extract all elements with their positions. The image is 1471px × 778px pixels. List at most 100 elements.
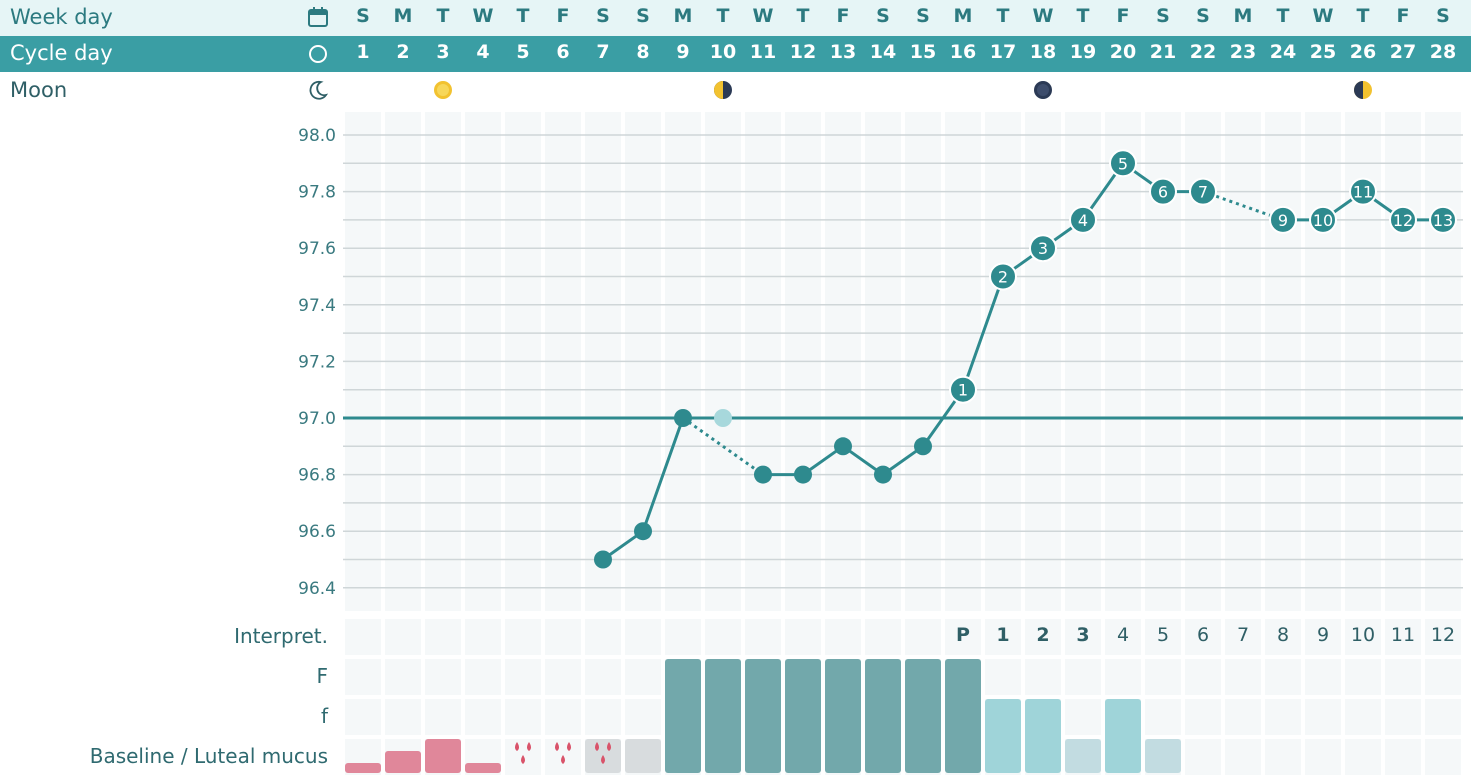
bottom-cell-bg <box>1025 619 1061 655</box>
crescent-moon-icon <box>309 80 329 100</box>
cycle-day-cell: 10 <box>709 41 737 63</box>
weekday-cell: F <box>556 5 570 27</box>
blood-drop-icon <box>527 742 531 751</box>
bottom-cell-bg <box>1305 699 1341 735</box>
bottom-cell-bg <box>1225 699 1261 735</box>
bottom-cell-bg <box>425 659 461 695</box>
bleeding-bar <box>385 751 421 773</box>
bottom-cell-bg <box>1265 739 1301 775</box>
point-label: 5 <box>1118 154 1128 173</box>
temperature-point <box>794 465 812 484</box>
bottom-cell-bg <box>985 659 1021 695</box>
weekday-cell: W <box>1312 5 1334 27</box>
bottom-cell-bg <box>1025 659 1061 695</box>
bottom-cell-bg <box>945 619 981 655</box>
interpretation-cell: 9 <box>1316 624 1330 646</box>
bottom-cell-bg <box>985 619 1021 655</box>
blood-drop-icon <box>561 755 565 764</box>
bottom-cell-bg <box>1185 699 1221 735</box>
temperature-point <box>1429 205 1457 234</box>
bottom-cell-bg <box>1185 659 1221 695</box>
cycle-day-cell: 7 <box>596 41 610 63</box>
weekday-cell: T <box>996 5 1010 27</box>
peak-mucus-row-label: F <box>316 664 328 688</box>
bottom-cell-bg <box>1185 619 1221 655</box>
point-label: 4 <box>1078 211 1088 230</box>
peak-mucus-bar <box>865 659 901 773</box>
bottom-cell-bg <box>505 619 541 655</box>
y-tick-label: 97.2 <box>298 352 336 372</box>
weekday-cell: T <box>1276 5 1290 27</box>
point-label: 13 <box>1433 211 1453 230</box>
cycle-day-cell: 15 <box>909 41 937 63</box>
temperature-point <box>1309 205 1337 234</box>
point-label: 10 <box>1313 211 1333 230</box>
cycle-day-cell: 18 <box>1029 41 1057 63</box>
bottom-cell-bg <box>1425 619 1461 655</box>
bottom-cell-bg <box>385 659 421 695</box>
bottom-cell-bg <box>465 659 501 695</box>
y-tick-label: 97.6 <box>298 239 336 259</box>
bottom-cell-bg <box>345 619 381 655</box>
cycle-day-cell: 9 <box>676 41 690 63</box>
bottom-cell-bg <box>1145 619 1181 655</box>
temperature-point <box>1109 149 1137 178</box>
temperature-point <box>874 465 892 484</box>
blood-drop-icon <box>567 742 571 751</box>
cycle-day-cell: 8 <box>636 41 650 63</box>
bottom-cell-bg <box>1265 619 1301 655</box>
temperature-point <box>634 522 652 541</box>
bottom-cell-bg <box>905 619 941 655</box>
baseline-mucus-bar <box>1065 739 1101 773</box>
bottom-cell-bg <box>505 699 541 735</box>
weekday-cell: W <box>752 5 774 27</box>
bottom-cell-bg <box>1425 739 1461 775</box>
weekday-row-label: Week day <box>10 5 113 29</box>
peak-mucus-bar <box>945 659 981 773</box>
bottom-cell-bg <box>1345 739 1381 775</box>
bottom-cell-bg <box>625 699 661 735</box>
point-label: 12 <box>1393 211 1413 230</box>
cycle-day-cell: 27 <box>1389 41 1417 63</box>
peak-mucus-bar <box>665 659 701 773</box>
cycle-day-cell: 12 <box>789 41 817 63</box>
moon-phase-row: Moon <box>0 72 1471 108</box>
temperature-point <box>914 437 932 456</box>
bottom-cell-bg <box>465 699 501 735</box>
cycle-day-cell: 19 <box>1069 41 1097 63</box>
weekday-cell: M <box>1233 5 1253 27</box>
cycle-day-cell: 3 <box>436 41 450 63</box>
bottom-cell-bg <box>585 699 621 735</box>
weekday-cell: T <box>716 5 730 27</box>
interpretation-cell: 5 <box>1156 624 1170 646</box>
temperature-point <box>1029 234 1057 263</box>
y-tick-label: 96.4 <box>298 579 336 599</box>
bottom-cell-bg <box>1385 699 1421 735</box>
interpretation-cell: P <box>956 624 970 646</box>
y-tick-label: 97.4 <box>298 296 336 316</box>
peak-mucus-bar <box>905 659 941 773</box>
bottom-cell-bg <box>425 699 461 735</box>
cycle-day-cell: 13 <box>829 41 857 63</box>
peak-mucus-bar <box>825 659 861 773</box>
temperature-point <box>754 465 772 484</box>
interpretation-cell: 2 <box>1036 624 1050 646</box>
cycle-day-cell: 21 <box>1149 41 1177 63</box>
bottom-cell-bg <box>1225 659 1261 695</box>
bottom-cell-bg <box>1385 739 1421 775</box>
weekday-cell: W <box>472 5 494 27</box>
bottom-cell-bg <box>1265 699 1301 735</box>
bottom-cell-bg <box>1305 619 1341 655</box>
calendar-icon <box>308 7 328 27</box>
interpretation-cell: 7 <box>1236 624 1250 646</box>
point-label: 1 <box>958 381 968 400</box>
cycle-day-cell: 4 <box>476 41 490 63</box>
bottom-cell-bg <box>1105 659 1141 695</box>
weekday-cell: S <box>636 5 650 27</box>
cycle-day-row-label: Cycle day <box>10 41 113 65</box>
half-moon-icon <box>714 81 732 99</box>
bottom-cell-bg <box>1385 619 1421 655</box>
interpretation-cell: 11 <box>1390 624 1416 646</box>
